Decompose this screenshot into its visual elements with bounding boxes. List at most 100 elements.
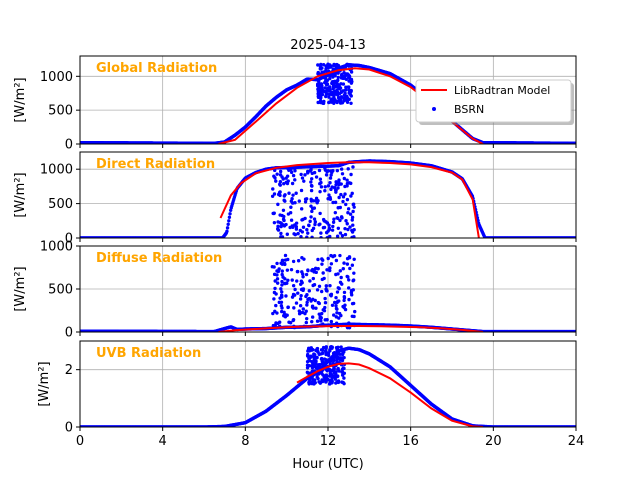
bsrn-scatter-point	[343, 192, 347, 196]
bsrn-scatter-point	[352, 314, 356, 319]
bsrn-scatter-point	[323, 305, 327, 310]
legend-box	[415, 79, 572, 123]
bsrn-scatter-point	[350, 263, 355, 267]
bsrn-scatter-point	[323, 185, 327, 189]
bsrn-scatter-point	[305, 227, 309, 232]
bsrn-scatter-point	[330, 228, 335, 232]
bsrn-scatter-point	[283, 193, 287, 197]
bsrn-scatter-point	[334, 306, 339, 311]
bsrn-scatter-point	[316, 100, 320, 105]
bsrn-scatter-point	[304, 272, 309, 277]
bsrn-scatter-point	[323, 168, 328, 172]
bsrn-scatter-point	[345, 97, 349, 102]
bsrn-scatter-point	[337, 356, 341, 360]
bsrn-scatter-point	[299, 172, 303, 177]
bsrn-scatter-point	[333, 84, 338, 88]
x-axis-title: Hour (UTC)	[292, 457, 363, 472]
bsrn-scatter-point	[293, 232, 298, 237]
bsrn-scatter-point	[314, 306, 318, 310]
bsrn-scatter-point	[323, 300, 328, 305]
bsrn-scatter-point	[342, 298, 346, 303]
bsrn-scatter-point	[319, 180, 323, 185]
bsrn-scatter-point	[292, 306, 296, 310]
bsrn-scatter-point	[319, 357, 324, 361]
bsrn-point	[225, 229, 229, 234]
bsrn-scatter-point	[316, 63, 320, 67]
bsrn-scatter-point	[311, 283, 315, 288]
bsrn-scatter-point	[331, 80, 335, 84]
bsrn-scatter-point	[320, 262, 324, 266]
bsrn-scatter-point	[313, 378, 317, 382]
bsrn-scatter-point	[339, 192, 343, 197]
bsrn-scatter-point	[303, 197, 308, 201]
bsrn-scatter-point	[318, 177, 323, 181]
bsrn-scatter-point	[332, 351, 337, 355]
bsrn-scatter-point	[299, 282, 303, 286]
bsrn-scatter-point	[310, 171, 314, 176]
bsrn-scatter-point	[280, 279, 284, 284]
bsrn-scatter-point	[339, 167, 344, 171]
bsrn-scatter-point	[316, 257, 320, 262]
bsrn-scatter-point	[318, 189, 322, 194]
bsrn-scatter-point	[325, 268, 329, 272]
bsrn-scatter-point	[310, 315, 315, 319]
bsrn-scatter-point	[321, 226, 326, 230]
bsrn-scatter-point	[270, 265, 275, 269]
bsrn-scatter-point	[335, 346, 339, 350]
bsrn-scatter-point	[275, 281, 280, 285]
bsrn-scatter-point	[347, 286, 351, 290]
bsrn-scatter-point	[289, 170, 294, 175]
y-tick-label: 2	[65, 363, 73, 378]
bsrn-scatter-point	[301, 275, 305, 279]
bsrn-scatter-point	[317, 91, 322, 96]
bsrn-scatter-point	[299, 188, 304, 193]
bsrn-scatter-point	[282, 198, 286, 202]
bsrn-scatter-point	[352, 257, 356, 261]
bsrn-scatter-point	[289, 218, 294, 222]
bsrn-scatter-point	[328, 195, 332, 200]
bsrn-scatter-point	[278, 182, 282, 187]
bsrn-scatter-point	[352, 235, 356, 238]
bsrn-scatter-point	[351, 202, 356, 206]
bsrn-scatter-point	[345, 274, 349, 279]
bsrn-scatter-point	[279, 261, 283, 265]
bsrn-scatter-point	[346, 207, 351, 211]
bsrn-scatter-point	[335, 311, 339, 315]
bsrn-scatter-point	[345, 100, 350, 104]
bsrn-scatter-point	[336, 75, 340, 80]
bsrn-scatter-point	[298, 304, 303, 308]
bsrn-scatter-point	[312, 217, 317, 221]
bsrn-scatter-point	[340, 172, 345, 176]
bsrn-scatter-point	[341, 195, 346, 199]
bsrn-scatter-point	[319, 319, 323, 323]
bsrn-scatter-point	[319, 62, 323, 67]
bsrn-scatter-point	[319, 348, 324, 352]
bsrn-scatter-point	[334, 295, 338, 300]
bsrn-scatter-point	[349, 81, 354, 85]
bsrn-scatter-point	[349, 101, 353, 106]
bsrn-scatter-point	[350, 215, 355, 220]
bsrn-scatter-point	[310, 206, 315, 211]
bsrn-scatter-point	[349, 194, 353, 198]
bsrn-scatter-point	[304, 294, 308, 299]
bsrn-scatter-point	[273, 309, 277, 314]
bsrn-scatter-point	[327, 374, 332, 378]
bsrn-scatter-point	[327, 95, 331, 99]
bsrn-scatter-point	[318, 211, 322, 216]
bsrn-scatter-point	[327, 227, 331, 232]
bsrn-scatter-point	[301, 217, 305, 222]
bsrn-scatter-point	[333, 71, 338, 76]
bsrn-scatter-point	[315, 319, 320, 323]
panel-label: Global Radiation	[96, 61, 217, 76]
bsrn-scatter-point	[324, 83, 329, 87]
bsrn-scatter-point	[310, 228, 314, 233]
bsrn-scatter-point	[289, 199, 294, 203]
bsrn-scatter-point	[351, 223, 355, 227]
bsrn-scatter-point	[324, 373, 329, 377]
x-tick-label: 20	[485, 434, 502, 449]
bsrn-scatter-point	[285, 174, 290, 178]
bsrn-scatter-point	[319, 231, 323, 235]
bsrn-scatter-point	[337, 195, 341, 200]
bsrn-scatter-point	[323, 188, 327, 193]
bsrn-scatter-point	[345, 256, 350, 261]
